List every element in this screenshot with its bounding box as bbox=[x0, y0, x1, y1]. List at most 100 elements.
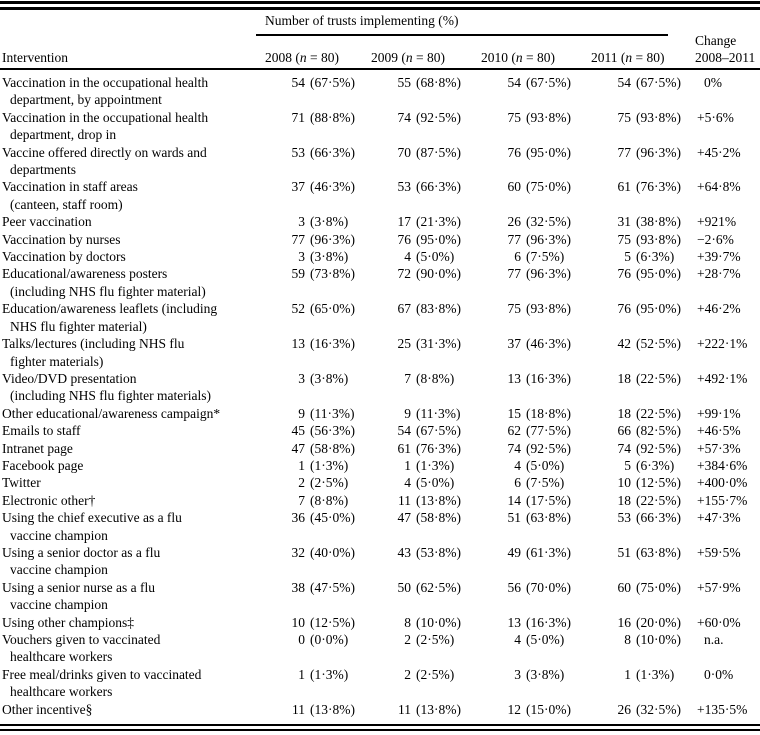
trust-percent: (68·8%) bbox=[416, 75, 461, 90]
trust-count: 15 bbox=[507, 405, 522, 421]
intervention-label: Vaccination in staff areas (canteen, sta… bbox=[2, 179, 138, 212]
trust-percent: (46·3%) bbox=[526, 336, 571, 352]
value-2009: 2 (2·5%) bbox=[362, 666, 472, 683]
value-2011: 1 (1·3%) bbox=[582, 666, 692, 683]
trust-percent: (6·3%) bbox=[636, 457, 675, 473]
intervention-label: Facebook page bbox=[2, 457, 84, 473]
value-2009: 11 (13·8%) bbox=[362, 701, 472, 718]
value-2009: 2 (2·5%) bbox=[362, 631, 472, 648]
trust-percent: (61·3%) bbox=[526, 544, 571, 560]
intervention-label: Other incentive§ bbox=[2, 701, 93, 717]
change-value: +155·7% bbox=[697, 492, 748, 508]
value-2011: 16 (20·0%) bbox=[582, 614, 692, 631]
value-2008: 53 (66·3%) bbox=[256, 144, 362, 161]
trust-percent: (2·5%) bbox=[416, 666, 455, 682]
trust-count: 74 bbox=[507, 440, 522, 456]
trust-count: 54 bbox=[291, 75, 306, 90]
value-2010: 49 (61·3%) bbox=[472, 544, 582, 561]
intervention-label: Video/DVD presentation (including NHS fl… bbox=[2, 370, 211, 404]
value-2010: 77 (96·3%) bbox=[472, 265, 582, 282]
table-row: Vaccination by nurses 77 (96·3%) 76 (95·0%… bbox=[0, 231, 760, 248]
change-value: +5·6% bbox=[697, 109, 734, 125]
trust-percent: (58·8%) bbox=[310, 440, 355, 456]
value-2011: 51 (63·8%) bbox=[582, 544, 692, 561]
trust-count: 67 bbox=[397, 301, 412, 317]
change-header-line2: 2008–2011 bbox=[695, 49, 756, 65]
trust-percent: (8·8%) bbox=[310, 492, 349, 508]
value-2008: 9 (11·3%) bbox=[256, 405, 362, 422]
value-2008: 54 (67·5%) bbox=[256, 74, 362, 91]
value-2009: 43 (53·8%) bbox=[362, 544, 472, 561]
table-header: Number of trusts implementing (%) Interv… bbox=[0, 10, 760, 70]
trust-percent: (93·8%) bbox=[636, 109, 681, 125]
trust-count: 47 bbox=[397, 510, 412, 526]
trust-count: 45 bbox=[291, 423, 306, 439]
span-header-trusts-implementing: Number of trusts implementing (%) bbox=[256, 10, 668, 36]
trust-count: 71 bbox=[291, 109, 306, 125]
trust-count: 54 bbox=[397, 423, 412, 439]
intervention-label: Peer vaccination bbox=[2, 214, 92, 230]
value-2010: 77 (96·3%) bbox=[472, 231, 582, 248]
top-double-rule bbox=[0, 1, 760, 10]
column-header-2011: 2011 (n = 80) bbox=[582, 49, 692, 68]
table-row: Emails to staff 45 (56·3%) 54 (67·5%) 62 (7… bbox=[0, 422, 760, 439]
n-symbol: n bbox=[625, 49, 633, 65]
trust-count: 38 bbox=[291, 579, 306, 595]
trust-percent: (12·5%) bbox=[310, 614, 355, 630]
value-2008: 59 (73·8%) bbox=[256, 265, 362, 282]
table-row: Intranet page 47 (58·8%) 61 (76·3%) 74 (92·… bbox=[0, 440, 760, 457]
trust-count: 10 bbox=[291, 614, 306, 630]
trust-count: 3 bbox=[298, 249, 305, 265]
table-row: Talks/lectures (including NHS flu fighte… bbox=[0, 335, 760, 370]
trust-percent: (3·8%) bbox=[310, 370, 349, 386]
trust-percent: (2·5%) bbox=[310, 475, 349, 491]
value-2008: 11 (13·8%) bbox=[256, 701, 362, 718]
trust-count: 60 bbox=[507, 179, 522, 195]
trust-count: 4 bbox=[404, 475, 411, 491]
intervention-label: Talks/lectures (including NHS flu fighte… bbox=[2, 336, 185, 369]
value-2011: 53 (66·3%) bbox=[582, 509, 692, 526]
trust-percent: (2·5%) bbox=[416, 632, 455, 647]
trust-percent: (75·0%) bbox=[636, 579, 681, 595]
value-2008: 45 (56·3%) bbox=[256, 422, 362, 439]
trust-count: 53 bbox=[397, 179, 412, 195]
intervention-label: Educational/awareness posters (including… bbox=[2, 266, 206, 299]
intervention-label: Electronic other† bbox=[2, 492, 96, 508]
value-2010: 51 (63·8%) bbox=[472, 509, 582, 526]
trust-count: 77 bbox=[617, 144, 632, 160]
trust-count: 53 bbox=[617, 510, 632, 526]
trust-count: 43 bbox=[397, 544, 412, 560]
trust-count: 61 bbox=[397, 440, 412, 456]
trust-count: 75 bbox=[617, 231, 632, 247]
trust-percent: (66·3%) bbox=[310, 144, 355, 160]
value-2011: 74 (92·5%) bbox=[582, 440, 692, 457]
trust-percent: (15·0%) bbox=[526, 701, 571, 717]
table-row: Vouchers given to vaccinated healthcare … bbox=[0, 631, 760, 666]
table-row: Education/awareness leaflets (including … bbox=[0, 300, 760, 335]
trust-percent: (16·3%) bbox=[526, 370, 571, 386]
trust-percent: (3·8%) bbox=[310, 249, 349, 265]
trust-count: 42 bbox=[617, 336, 632, 352]
trust-percent: (63·8%) bbox=[526, 510, 571, 526]
value-2009: 70 (87·5%) bbox=[362, 144, 472, 161]
change-value: +57·3% bbox=[697, 440, 741, 456]
trust-percent: (10·0%) bbox=[416, 614, 461, 630]
value-2011: 18 (22·5%) bbox=[582, 492, 692, 509]
value-2008: 1 (1·3%) bbox=[256, 666, 362, 683]
value-2008: 36 (45·0%) bbox=[256, 509, 362, 526]
value-2010: 75 (93·8%) bbox=[472, 300, 582, 317]
trust-count: 37 bbox=[507, 336, 522, 352]
intervention-label: Vaccination by nurses bbox=[2, 231, 121, 247]
value-2009: 8 (10·0%) bbox=[362, 614, 472, 631]
trust-percent: (93·8%) bbox=[526, 109, 571, 125]
trust-count: 2 bbox=[404, 666, 411, 682]
value-2010: 37 (46·3%) bbox=[472, 335, 582, 352]
value-2008: 32 (40·0%) bbox=[256, 544, 362, 561]
value-2009: 47 (58·8%) bbox=[362, 509, 472, 526]
value-2011: 60 (75·0%) bbox=[582, 579, 692, 596]
value-2011: 75 (93·8%) bbox=[582, 231, 692, 248]
trust-count: 75 bbox=[507, 301, 522, 317]
trust-count: 25 bbox=[397, 336, 412, 352]
column-header-2009: 2009 (n = 80) bbox=[362, 49, 472, 68]
